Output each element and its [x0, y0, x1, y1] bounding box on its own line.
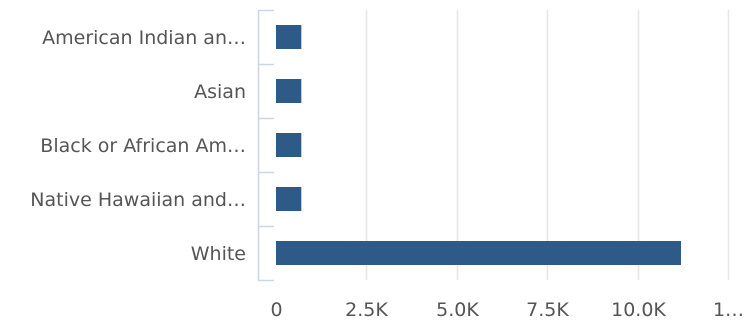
- x-tick-label: 1…: [713, 299, 744, 321]
- bar[interactable]: [276, 25, 302, 49]
- x-tick-label: 7.5K: [526, 299, 569, 321]
- bar[interactable]: [276, 187, 302, 211]
- bar[interactable]: [276, 241, 681, 265]
- category-label: Native Hawaiian and…: [30, 189, 246, 211]
- value-tick-labels: 0 2.5K 5.0K 7.5K 10.0K 1…: [270, 299, 744, 321]
- bars: [276, 25, 681, 265]
- bar[interactable]: [276, 133, 302, 157]
- bar[interactable]: [276, 79, 302, 103]
- category-label: American Indian an…: [42, 27, 246, 49]
- category-label: White: [191, 243, 246, 265]
- grid-lines: [365, 10, 730, 280]
- x-tick-label: 2.5K: [345, 299, 388, 321]
- category-labels: American Indian an… Asian Black or African…: [30, 27, 246, 265]
- category-label: Black or African Am…: [40, 135, 246, 157]
- x-tick-label: 0: [270, 299, 282, 321]
- x-tick-label: 5.0K: [436, 299, 479, 321]
- x-tick-label: 10.0K: [611, 299, 666, 321]
- category-axis: [257, 9, 274, 282]
- category-label: Asian: [194, 81, 246, 103]
